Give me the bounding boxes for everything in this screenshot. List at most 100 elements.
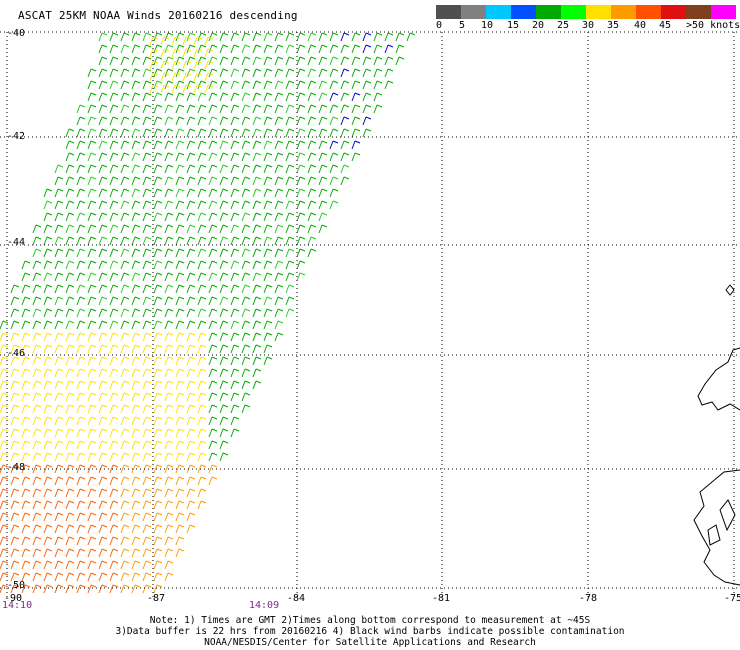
wind-barb [351,56,361,66]
wind-barb [54,500,64,510]
wind-barb [153,356,163,366]
wind-barb [142,476,152,486]
wind-barb [10,584,20,594]
wind-barb [230,116,240,126]
wind-barb [263,344,273,354]
wind-barb [153,464,163,474]
wind-barb [87,356,97,366]
wind-barb [153,488,163,498]
wind-barb [0,428,9,438]
wind-barb [252,200,262,210]
wind-barb [263,356,273,366]
wind-barb [65,524,75,534]
wind-barb [153,152,163,162]
wind-barb [76,392,86,402]
wind-barb [54,488,64,498]
wind-barb [21,428,31,438]
wind-barb [285,92,295,102]
wind-barb [21,536,31,546]
wind-barb [120,140,130,150]
wind-barb [285,200,295,210]
wind-barb [175,428,185,438]
wind-barb [120,524,130,534]
wind-barb [32,308,42,318]
wind-barb [274,176,284,186]
wind-barb [120,44,130,54]
wind-barb [32,488,42,498]
wind-barb [252,68,262,78]
wind-barb [21,560,31,570]
wind-barb [109,248,119,258]
wind-barb [0,452,9,462]
wind-barb [252,332,262,342]
legend-label: 5 [459,20,466,31]
wind-barb [175,32,185,42]
wind-barb [307,92,317,102]
wind-barb [241,212,251,222]
wind-barb [54,356,64,366]
wind-barb [186,44,196,54]
wind-barb [120,452,130,462]
wind-barb [131,56,141,66]
wind-barb [142,488,152,498]
wind-barb [153,32,163,42]
wind-barb [120,428,130,438]
lat-label: -40 [7,28,26,39]
wind-barb [87,488,97,498]
wind-barb [219,368,229,378]
wind-barb [274,296,284,306]
wind-barb [175,488,185,498]
wind-barb [296,140,306,150]
wind-barb [373,80,383,90]
wind-barb [263,140,273,150]
wind-barb [193,60,203,70]
wind-barb [131,128,141,138]
wind-barb [340,164,350,174]
wind-barb [230,56,240,66]
legend-label: 25 [557,20,570,31]
wind-barb [241,380,251,390]
wind-barb [197,428,207,438]
wind-barb [131,428,141,438]
legend-label: 10 [481,20,494,31]
wind-barb [54,428,64,438]
wind-barb [186,404,196,414]
wind-barb [153,584,163,594]
wind-barb [263,260,273,270]
wind-barb [153,56,163,66]
wind-barb [164,188,174,198]
wind-barb [54,284,64,294]
wind-barb [241,320,251,330]
wind-barb [186,380,196,390]
wind-barb [296,32,306,42]
wind-barb [186,200,196,210]
wind-barb [65,128,75,138]
wind-barb [351,128,361,138]
wind-barb [318,152,328,162]
wind-barb [76,380,86,390]
wind-barb [175,332,185,342]
wind-barb [149,72,159,82]
wind-barb [32,512,42,522]
wind-barb [54,404,64,414]
wind-barb [164,272,174,282]
wind-barb [131,416,141,426]
wind-barb [197,200,207,210]
wind-barb [241,188,251,198]
wind-barb [186,140,196,150]
wind-barb [252,224,262,234]
wind-barb [160,72,170,82]
wind-barb [182,36,192,46]
wind-barb [65,572,75,582]
wind-barb [76,152,86,162]
wind-barb [329,56,339,66]
wind-barb [109,164,119,174]
wind-barb [87,176,97,186]
wind-barb [252,356,262,366]
wind-barb [219,440,229,450]
wind-barb [219,68,229,78]
wind-barb [329,152,339,162]
wind-barb [65,548,75,558]
wind-barb [98,32,108,42]
wind-barb [109,80,119,90]
